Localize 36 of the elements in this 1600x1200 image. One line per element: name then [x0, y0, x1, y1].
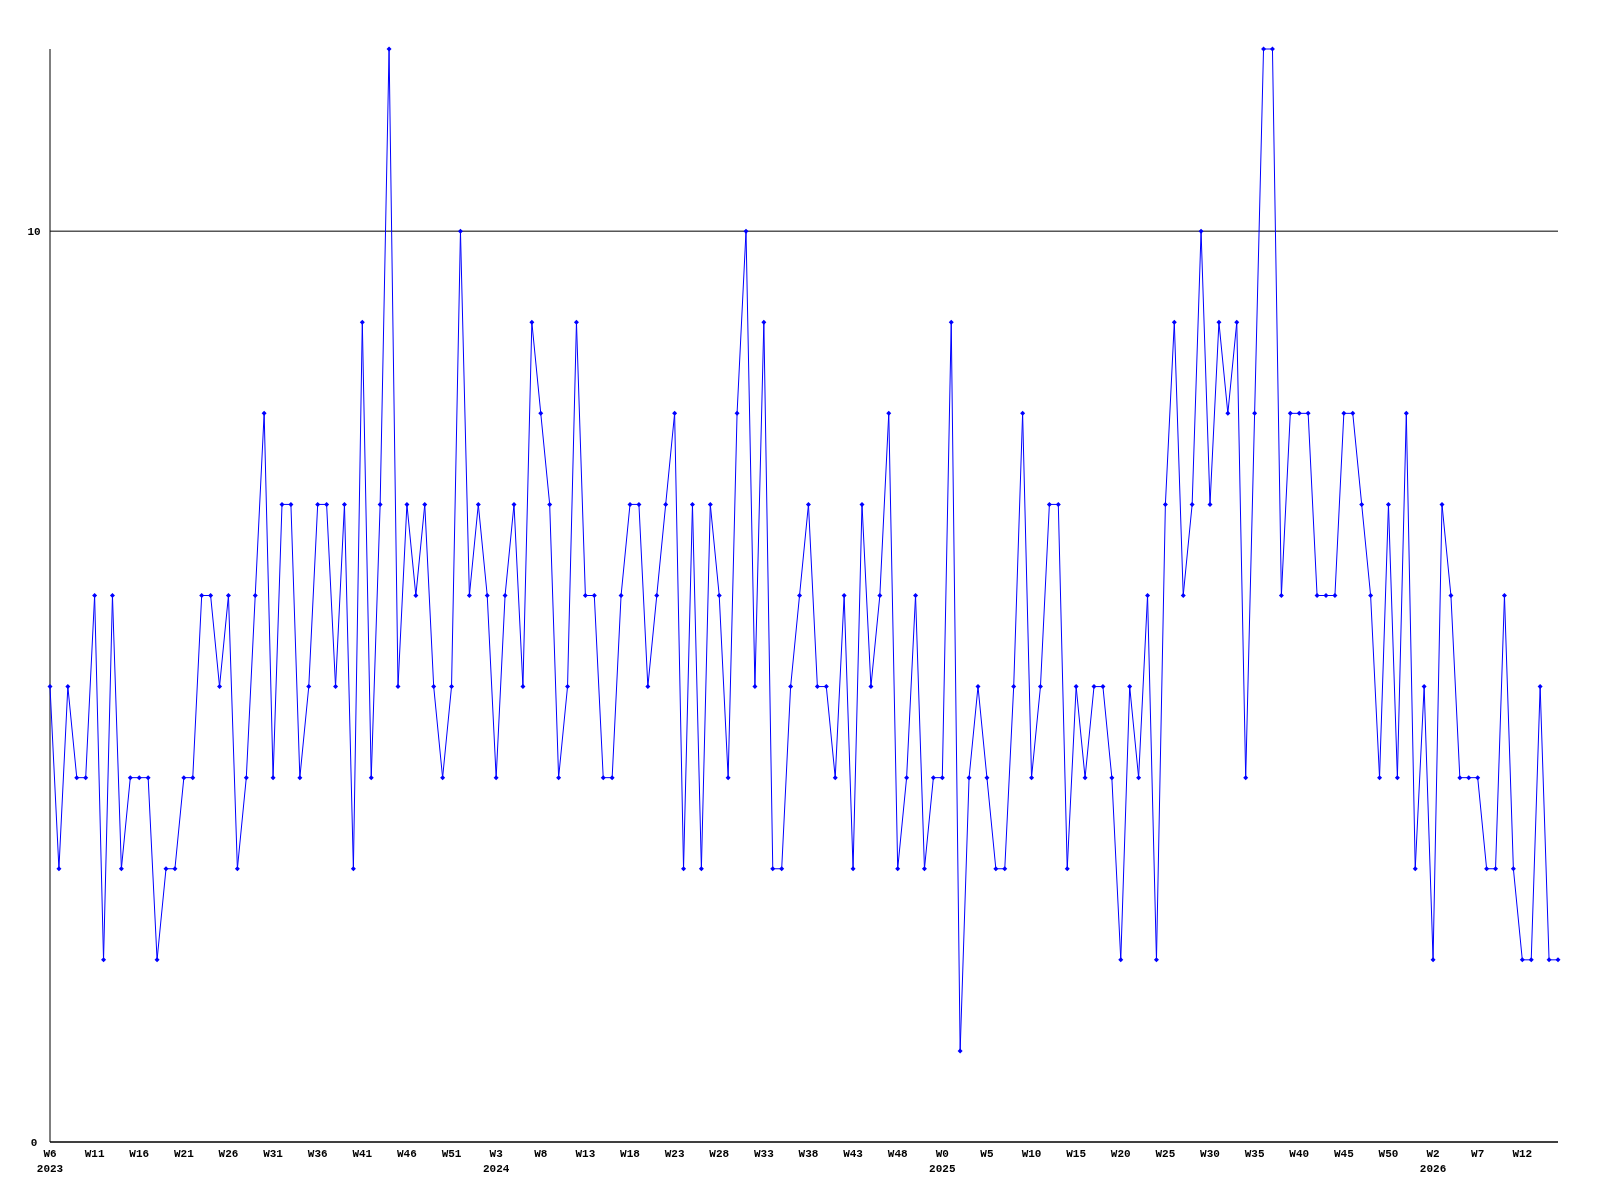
x-tick-label: W2 2026	[1419, 1148, 1447, 1175]
x-tick-label: W3 2024	[482, 1148, 510, 1175]
x-tick-label: W35	[1244, 1148, 1265, 1160]
x-tick-label: W20	[1110, 1148, 1131, 1160]
x-tick-label: W40	[1289, 1148, 1310, 1160]
x-tick-label: W33	[753, 1148, 775, 1160]
x-tick-label: W5	[980, 1148, 994, 1160]
x-tick-label: W25	[1155, 1148, 1176, 1160]
x-tick-label: W6 2023	[36, 1148, 64, 1175]
x-tick-label: W18	[620, 1148, 641, 1160]
x-tick-label: W50	[1378, 1148, 1399, 1160]
x-tick-label: W31	[263, 1148, 284, 1160]
x-tick-label: W23	[664, 1148, 685, 1160]
x-tick-label: W7	[1471, 1148, 1485, 1160]
x-tick-label: W51	[441, 1148, 462, 1160]
x-tick-label: W26	[218, 1148, 239, 1160]
y-tick-label: 10	[27, 226, 41, 239]
x-tick-label: W21	[173, 1148, 195, 1160]
x-tick-label: W28	[709, 1148, 730, 1160]
x-tick-label: W43	[843, 1148, 864, 1160]
x-tick-label: W45	[1333, 1148, 1355, 1160]
x-tick-label: W16	[129, 1148, 150, 1160]
x-tick-label: W0 2025	[929, 1148, 956, 1175]
x-tick-label: W36	[307, 1148, 328, 1160]
x-tick-label: W30	[1200, 1148, 1220, 1160]
x-tick-label: W41	[352, 1148, 373, 1160]
x-tick-label: W10	[1021, 1148, 1042, 1160]
x-tick-label: W12	[1512, 1148, 1533, 1160]
x-tick-label: W11	[84, 1148, 105, 1160]
x-tick-label: W48	[887, 1148, 908, 1160]
x-tick-label: W46	[397, 1148, 417, 1160]
x-tick-label: W38	[798, 1148, 819, 1160]
y-tick-label: 0	[30, 1136, 38, 1149]
x-tick-label: W15	[1066, 1148, 1087, 1160]
x-tick-label: W8	[534, 1148, 548, 1160]
x-tick-label: W13	[575, 1148, 596, 1160]
